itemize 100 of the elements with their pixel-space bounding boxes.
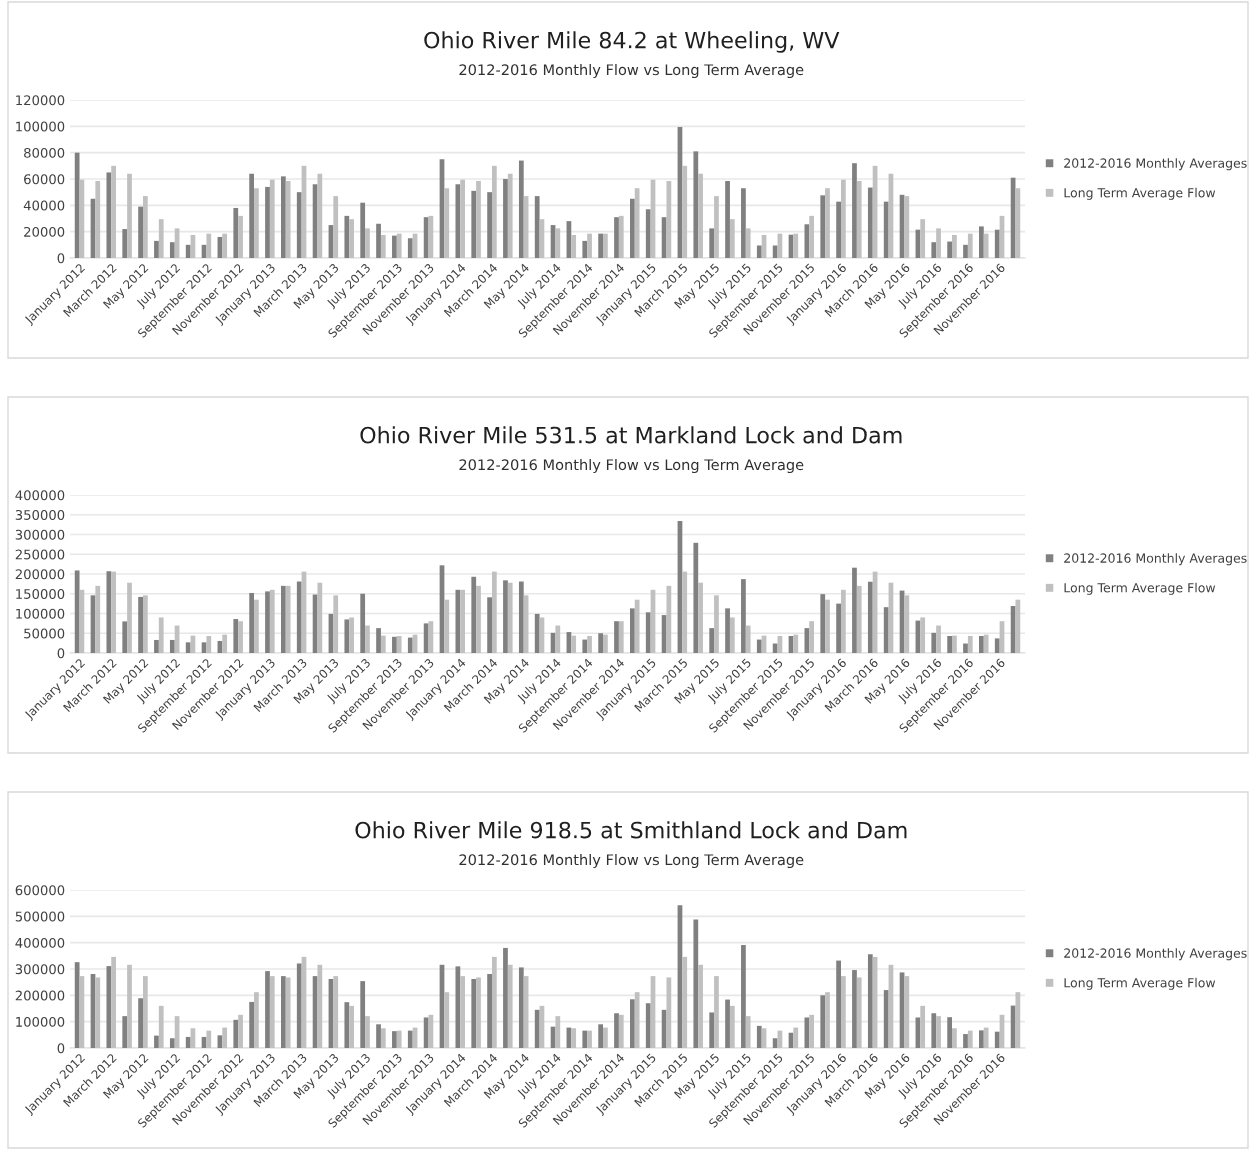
y-tick-label: 400000 xyxy=(15,490,65,501)
bar xyxy=(825,599,830,653)
bar xyxy=(603,634,608,653)
bar xyxy=(729,617,735,653)
bar xyxy=(920,219,926,258)
bar xyxy=(714,196,719,258)
bar xyxy=(444,188,450,258)
bar xyxy=(629,999,635,1048)
bar xyxy=(269,976,275,1048)
bar xyxy=(836,603,841,653)
bar xyxy=(920,1005,926,1048)
bar xyxy=(709,228,715,258)
bar xyxy=(249,592,255,653)
bar xyxy=(1015,599,1021,653)
bar xyxy=(931,632,937,653)
bar xyxy=(571,1028,577,1048)
y-tick-label: 250000 xyxy=(15,549,65,560)
bar xyxy=(804,628,810,653)
bar xyxy=(729,1005,735,1048)
bar xyxy=(471,190,477,258)
bar xyxy=(856,180,862,258)
y-tick-label: 50000 xyxy=(24,628,65,639)
bar xyxy=(518,581,524,653)
bar xyxy=(725,180,730,258)
bar xyxy=(471,979,477,1048)
bar xyxy=(614,621,619,653)
bar xyxy=(904,595,910,653)
legend-label: Long Term Average Flow xyxy=(1064,187,1216,200)
bar xyxy=(269,589,275,653)
bar xyxy=(772,643,778,653)
bar xyxy=(238,215,243,258)
bar xyxy=(487,597,492,653)
bar xyxy=(598,233,604,258)
bar xyxy=(122,1016,128,1048)
bar xyxy=(820,594,826,653)
bar xyxy=(392,636,397,653)
bar xyxy=(476,585,481,653)
bar xyxy=(285,585,291,653)
chart-title: Ohio River Mile 84.2 at Wheeling, WV xyxy=(424,31,840,53)
bar xyxy=(396,1030,402,1048)
bar xyxy=(233,1019,239,1048)
bar xyxy=(947,636,953,653)
bar xyxy=(269,179,275,258)
bar xyxy=(741,579,746,653)
bar xyxy=(852,567,857,653)
bar xyxy=(666,180,672,258)
y-tick-label: 200000 xyxy=(15,569,65,580)
bar xyxy=(994,638,1000,653)
bar xyxy=(365,1016,370,1048)
bar xyxy=(423,1017,429,1048)
y-tick-label: 100000 xyxy=(16,1016,65,1027)
bar xyxy=(682,956,688,1048)
bar xyxy=(745,228,751,258)
bar xyxy=(254,599,259,653)
bar xyxy=(709,1012,715,1048)
bar xyxy=(249,1001,255,1048)
bar xyxy=(476,977,481,1048)
bar xyxy=(983,634,989,653)
bar xyxy=(555,1016,561,1048)
bar xyxy=(534,196,540,258)
bar xyxy=(106,571,112,653)
chart-subtitle: 2012-2016 Monthly Flow vs Long Term Average xyxy=(459,853,804,869)
bar xyxy=(745,1016,751,1048)
bar xyxy=(138,998,143,1048)
y-tick-label: 60000 xyxy=(24,174,65,185)
bar xyxy=(931,1013,937,1048)
bar xyxy=(503,947,508,1048)
bar xyxy=(582,639,588,653)
bar xyxy=(122,621,128,653)
bar xyxy=(154,639,159,653)
bar xyxy=(852,163,857,258)
bar xyxy=(95,180,101,258)
bar xyxy=(344,215,350,258)
bar xyxy=(693,151,699,258)
bar xyxy=(491,165,497,258)
bar xyxy=(154,240,159,258)
bar xyxy=(534,613,540,653)
bar xyxy=(222,634,228,653)
legend-label: 2012-2016 Monthly Averages xyxy=(1064,948,1247,961)
bar xyxy=(233,619,239,653)
bar xyxy=(392,235,397,258)
bar xyxy=(106,172,112,258)
bar xyxy=(729,219,735,258)
bar xyxy=(360,202,366,258)
bar xyxy=(518,967,524,1048)
bar xyxy=(158,1005,164,1048)
bar xyxy=(618,215,624,258)
bar xyxy=(666,977,672,1048)
bar xyxy=(285,977,291,1048)
bar xyxy=(714,976,719,1048)
bar xyxy=(809,621,815,653)
bar xyxy=(407,637,413,653)
bar xyxy=(471,576,477,653)
bar xyxy=(317,582,323,653)
bar xyxy=(249,173,255,258)
bar xyxy=(698,582,703,653)
bar xyxy=(206,636,212,653)
bar xyxy=(867,187,873,258)
bar xyxy=(603,1027,608,1048)
bar xyxy=(629,198,635,258)
